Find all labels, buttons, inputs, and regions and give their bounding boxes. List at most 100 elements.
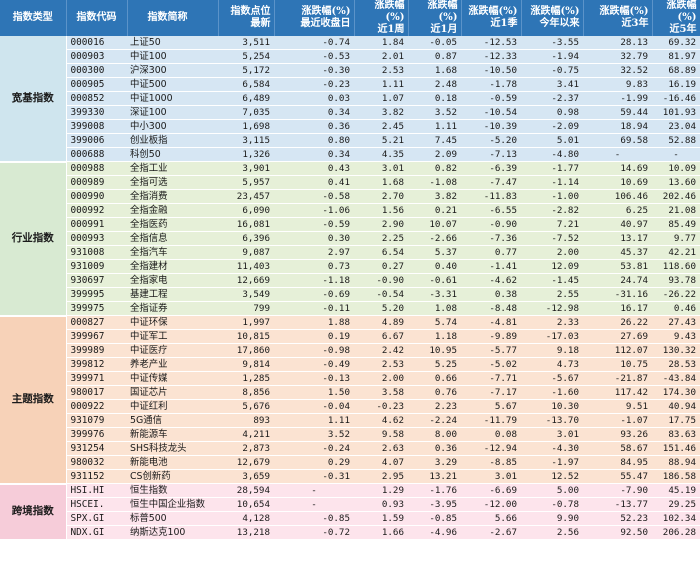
cell-points: 6,584	[218, 77, 274, 93]
cell-d: -0.49	[274, 357, 354, 373]
cell-w: 6.54	[354, 245, 408, 261]
cell-q: -2.67	[461, 525, 521, 541]
table-row: 000992 全指金融 6,090 -1.06 1.56 0.21 -6.55 -2.82 6.…	[0, 203, 700, 219]
cell-m: -4.96	[408, 525, 461, 541]
cell-y5: 0.46	[652, 301, 700, 317]
cell-y3: -13.77	[583, 497, 652, 513]
cell-name: 中证医疗	[127, 343, 218, 359]
cell-name: 全指消费	[127, 189, 218, 205]
cell-d: -0.59	[274, 217, 354, 233]
cell-q: -5.77	[461, 343, 521, 359]
cell-m: 5.37	[408, 245, 461, 261]
cell-code: 000992	[66, 203, 127, 219]
table-body: 宽基指数 000016 上证50 3,511 -0.74 1.84 -0.05 -12.53-…	[0, 36, 700, 541]
table-row: 000300 沪深300 5,172 -0.30 2.53 1.68 -10.50 -0.75…	[0, 63, 700, 79]
cell-code: 000688	[66, 147, 127, 163]
cell-m: 13.21	[408, 469, 461, 485]
cell-m: -2.66	[408, 231, 461, 247]
cell-y3: 27.69	[583, 329, 652, 345]
cell-name: 中证环保	[127, 315, 218, 331]
cell-q: -1.78	[461, 77, 521, 93]
cell-y5: 9.43	[652, 329, 700, 345]
cell-q: -1.41	[461, 259, 521, 275]
cell-code: 399812	[66, 357, 127, 373]
cell-code: 000922	[66, 399, 127, 415]
table-row: 399971 中证传媒 1,285 -0.13 2.00 0.66 -7.71 -5.67 -2…	[0, 371, 700, 387]
cell-y3: 24.74	[583, 273, 652, 289]
table-row: 980017 国证芯片 8,856 1.50 3.58 0.76 -7.17 -1.60 117…	[0, 385, 700, 401]
cell-points: 9,087	[218, 245, 274, 261]
cell-points: 28,594	[218, 483, 274, 499]
cell-code: 000988	[66, 161, 127, 177]
cell-d: 0.19	[274, 329, 354, 345]
cell-q: -7.71	[461, 371, 521, 387]
cell-name: 中证红利	[127, 399, 218, 415]
cell-d: -	[274, 483, 354, 499]
cell-y3: 9.83	[583, 77, 652, 93]
cell-m: 0.36	[408, 441, 461, 457]
cell-name: 上证50	[127, 36, 218, 50]
cell-code: 399989	[66, 343, 127, 359]
cell-code: HSCEI.	[66, 497, 127, 513]
cell-y5: 130.32	[652, 343, 700, 359]
cell-w: 1.07	[354, 91, 408, 107]
cell-points: 3,659	[218, 469, 274, 485]
cell-q: -0.90	[461, 217, 521, 233]
cell-y3: 16.17	[583, 301, 652, 317]
cell-name: 全指可选	[127, 175, 218, 191]
cell-name: 5G通信	[127, 413, 218, 429]
cell-y3: 45.37	[583, 245, 652, 261]
cell-w: -0.90	[354, 273, 408, 289]
cell-name: 纳斯达克100	[127, 525, 218, 541]
cell-points: 6,489	[218, 91, 274, 107]
cell-ytd: -0.78	[521, 497, 583, 513]
cell-ytd: -3.55	[521, 36, 583, 50]
cell-q: -6.69	[461, 483, 521, 499]
cell-code: 000300	[66, 63, 127, 79]
cell-points: 23,457	[218, 189, 274, 205]
cell-y5: 21.08	[652, 203, 700, 219]
cell-y3: 106.46	[583, 189, 652, 205]
cell-points: 12,679	[218, 455, 274, 471]
cell-w: 5.21	[354, 133, 408, 149]
cell-name: 全指工业	[127, 161, 218, 177]
cell-code: 399975	[66, 301, 127, 317]
cell-y3: 59.44	[583, 105, 652, 121]
table-row: 000905 中证500 6,584 -0.23 1.11 2.48 -1.78 3.41 9.…	[0, 77, 700, 93]
cell-m: 2.23	[408, 399, 461, 415]
cell-y5: 102.34	[652, 511, 700, 527]
cell-code: 931008	[66, 245, 127, 261]
cell-y5: 93.78	[652, 273, 700, 289]
cell-d: 0.43	[274, 161, 354, 177]
cell-y5: 101.93	[652, 105, 700, 121]
table-row: 主题指数 000827 中证环保 1,997 1.88 4.89 5.74 -4.81 2.33…	[0, 315, 700, 485]
cell-y5: 174.30	[652, 385, 700, 401]
cell-points: 16,081	[218, 217, 274, 233]
cell-code: 000827	[66, 315, 127, 331]
cell-m: 0.18	[408, 91, 461, 107]
cell-d: 0.73	[274, 259, 354, 275]
cell-m: 10.95	[408, 343, 461, 359]
table-row: 000989 全指可选 5,957 0.41 1.68 -1.08 -7.47 -1.14 10…	[0, 175, 700, 191]
cell-d: 0.03	[274, 91, 354, 107]
cell-code: 399976	[66, 427, 127, 443]
cell-points: 5,172	[218, 63, 274, 79]
cell-y5: 10.09	[652, 161, 700, 177]
cell-q: -12.94	[461, 441, 521, 457]
cell-points: 9,814	[218, 357, 274, 373]
cell-name: SHS科技龙头	[127, 441, 218, 457]
cell-y3: 40.97	[583, 217, 652, 233]
cell-points: 6,396	[218, 231, 274, 247]
cell-points: 12,669	[218, 273, 274, 289]
cell-y5: 17.75	[652, 413, 700, 429]
cell-y5: -16.46	[652, 91, 700, 107]
cell-points: 893	[218, 413, 274, 429]
table-row: 399989 中证医疗 17,860 -0.98 2.42 10.95 -5.77 9.18 1…	[0, 343, 700, 359]
cell-m: 0.87	[408, 49, 461, 65]
cell-ytd: 12.52	[521, 469, 583, 485]
cell-y3: 18.94	[583, 119, 652, 135]
header-code: 指数代码	[66, 0, 128, 36]
cell-m: 2.09	[408, 147, 461, 163]
cell-d: 0.80	[274, 133, 354, 149]
cell-name: 恒生中国企业指数	[127, 497, 218, 513]
